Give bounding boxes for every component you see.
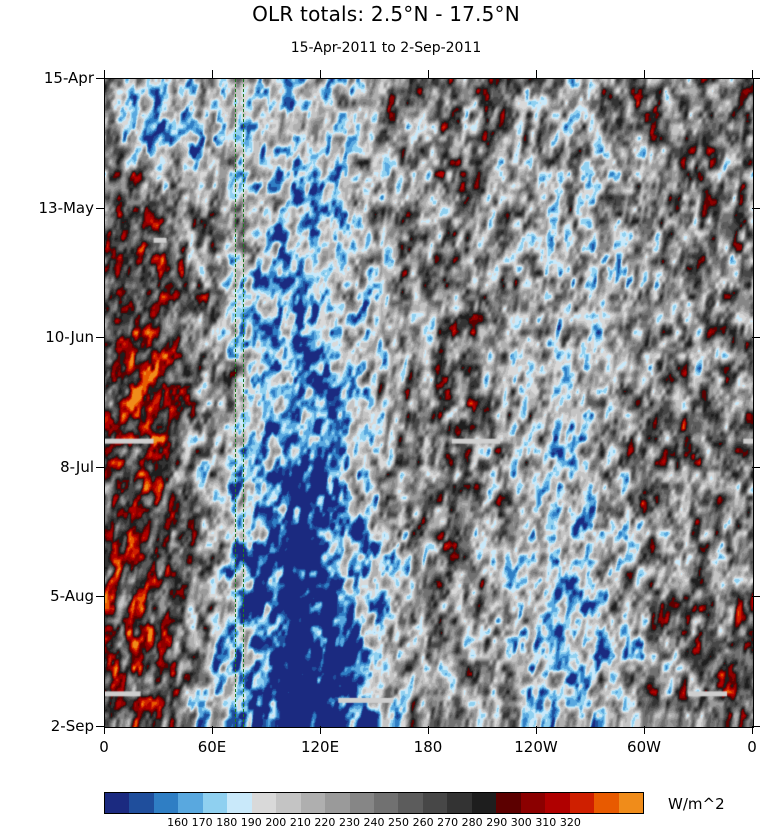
- colorbar-swatch: [545, 793, 570, 813]
- colorbar-tick-label: 300: [510, 816, 532, 829]
- x-tick-label: 60E: [197, 738, 227, 756]
- x-tick-label: 120E: [300, 738, 340, 756]
- x-tick-label: 120W: [514, 738, 558, 756]
- colorbar-swatch: [325, 793, 350, 813]
- colorbar-swatch: [300, 793, 326, 813]
- colorbar-swatch: [178, 793, 203, 813]
- colorbar-tick-label: 230: [338, 816, 360, 829]
- chart-subtitle: 15-Apr-2011 to 2-Sep-2011: [290, 40, 482, 56]
- y-tick-right: [752, 207, 760, 209]
- hovmoller-plot: [104, 78, 754, 728]
- colorbar-tick-label: 260: [412, 816, 434, 829]
- y-tick-right: [752, 78, 760, 79]
- colorbar-tick-label: 200: [265, 816, 287, 829]
- x-tick: [104, 726, 105, 734]
- y-tick-right: [752, 466, 760, 468]
- x-tick-top: [752, 70, 753, 78]
- colorbar-swatch: [569, 793, 595, 813]
- x-tick-top: [536, 70, 537, 78]
- colorbar-swatch: [618, 793, 643, 813]
- colorbar-swatch: [276, 793, 301, 813]
- colorbar-swatch: [447, 793, 472, 813]
- y-tick-label: 15-Apr: [43, 69, 94, 87]
- colorbar-unit-label: W/m^2: [668, 795, 725, 813]
- colorbar-tick-label: 280: [461, 816, 483, 829]
- colorbar-swatch: [202, 793, 228, 813]
- colorbar-swatch: [471, 793, 497, 813]
- chart-title: OLR totals: 2.5°N - 17.5°N: [252, 2, 520, 26]
- x-tick: [428, 726, 429, 734]
- colorbar-swatch: [594, 793, 619, 813]
- colorbar-swatch: [251, 793, 277, 813]
- colorbar-swatch: [422, 793, 448, 813]
- colorbar-tick-label: 270: [437, 816, 459, 829]
- colorbar-tick-label: 190: [240, 816, 262, 829]
- overlay-line-left: [234, 79, 236, 727]
- colorbar-swatch: [349, 793, 374, 813]
- x-tick: [536, 726, 537, 734]
- y-tick: [96, 726, 104, 727]
- colorbar-swatch: [496, 793, 521, 813]
- x-tick-label: 180: [413, 738, 443, 756]
- x-tick-top: [212, 70, 213, 78]
- x-tick-label: 60W: [627, 738, 661, 756]
- colorbar-swatch: [129, 793, 154, 813]
- colorbar-tick-label: 170: [191, 816, 213, 829]
- y-tick-label: 2-Sep: [50, 717, 94, 735]
- x-tick: [644, 726, 645, 734]
- x-tick-top: [320, 70, 321, 78]
- x-tick: [212, 726, 213, 734]
- colorbar-tick-label: 240: [363, 816, 385, 829]
- x-tick: [320, 726, 321, 734]
- y-tick-label: 5-Aug: [50, 587, 94, 606]
- y-tick-right: [752, 596, 760, 598]
- y-tick: [96, 596, 104, 598]
- y-tick: [96, 207, 104, 209]
- x-tick-top: [644, 70, 645, 78]
- y-tick-label: 8-Jul: [60, 457, 94, 476]
- colorbar-swatch: [398, 793, 423, 813]
- colorbar-swatch: [153, 793, 179, 813]
- colorbar-tick-label: 310: [535, 816, 557, 829]
- y-tick-label: 13-May: [38, 198, 94, 217]
- colorbar-tick-label: 290: [486, 816, 508, 829]
- y-tick: [96, 337, 104, 339]
- colorbar-tick-label: 320: [559, 816, 581, 829]
- colorbar-tick-label: 160: [167, 816, 189, 829]
- overlay-line-right: [242, 79, 244, 727]
- colorbar-tick-label: 210: [289, 816, 311, 829]
- colorbar-tick-label: 250: [388, 816, 410, 829]
- x-tick-top: [104, 70, 105, 78]
- y-tick-right: [752, 726, 760, 727]
- x-tick-top: [428, 70, 429, 78]
- colorbar-tick-label: 180: [216, 816, 238, 829]
- plot-canvas: [105, 79, 753, 727]
- y-tick-right: [752, 337, 760, 339]
- colorbar-swatch: [373, 793, 399, 813]
- x-tick-label: 0: [747, 738, 757, 756]
- colorbar-tick-label: 220: [314, 816, 336, 829]
- x-tick: [752, 726, 753, 734]
- colorbar-swatch: [520, 793, 546, 813]
- colorbar-swatch: [227, 793, 252, 813]
- y-tick: [96, 466, 104, 468]
- colorbar-swatch: [105, 793, 130, 813]
- x-tick-label: 0: [99, 738, 109, 756]
- y-tick-label: 10-Jun: [45, 328, 94, 347]
- colorbar: [104, 792, 644, 814]
- y-tick: [96, 78, 104, 79]
